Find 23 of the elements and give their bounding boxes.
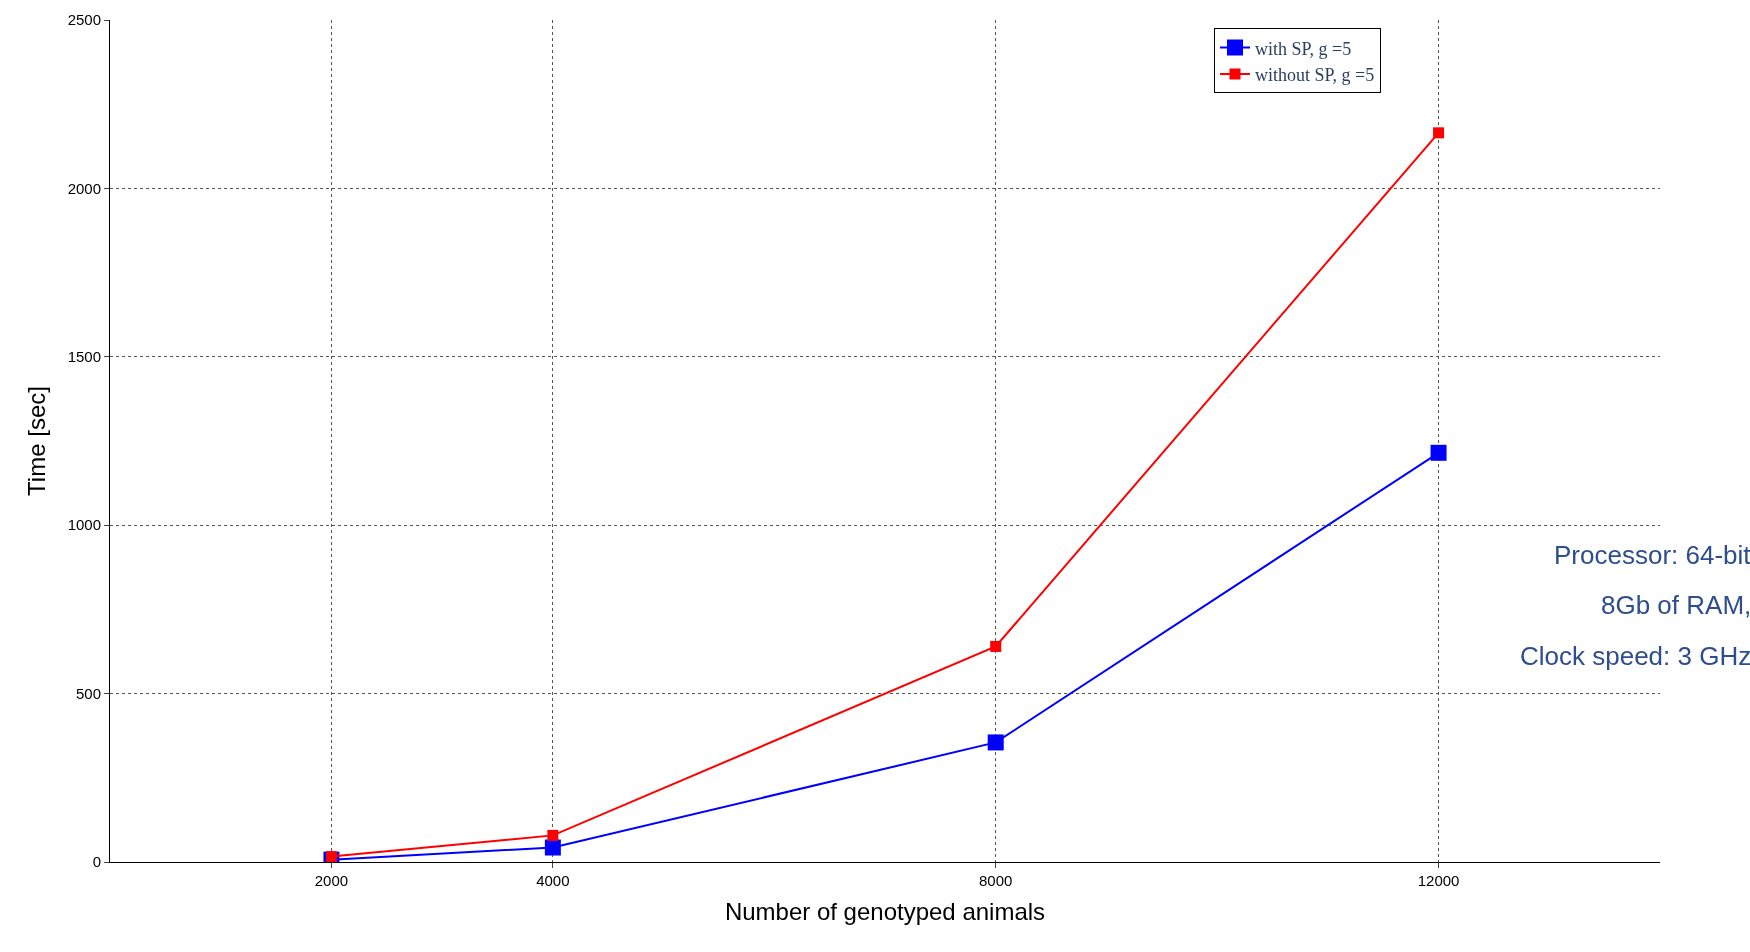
y-tick-label: 2500 [67, 11, 101, 29]
y-tick-label: 500 [75, 684, 101, 702]
annotation: 8Gb of RAM, [1601, 590, 1750, 620]
point [547, 829, 559, 841]
point [987, 734, 1004, 751]
y-tick-label: 1500 [67, 348, 101, 366]
y-tick-label: 2000 [67, 179, 101, 197]
point [1433, 127, 1445, 139]
annotation: Clock speed: 3 GHz [1520, 641, 1750, 671]
x-tick-label: 12000 [1417, 872, 1460, 889]
annotation: Processor: 64-bit [1554, 540, 1750, 570]
legend-label: with SP, g =5 [1255, 38, 1352, 59]
x-tick-label: 8000 [979, 872, 1013, 889]
point [1430, 444, 1447, 461]
point [990, 640, 1002, 652]
y-tick-label: 1000 [67, 516, 101, 534]
point [544, 839, 561, 856]
y-tick-label: 0 [92, 853, 101, 871]
legend-label: without SP, g =5 [1255, 65, 1375, 86]
x-axis-title: Number of genotyped animals [724, 898, 1046, 926]
y-axis-title: Time [sec] [22, 386, 50, 496]
x-tick-label: 2000 [314, 872, 349, 889]
x-tick-label: 4000 [536, 872, 570, 889]
